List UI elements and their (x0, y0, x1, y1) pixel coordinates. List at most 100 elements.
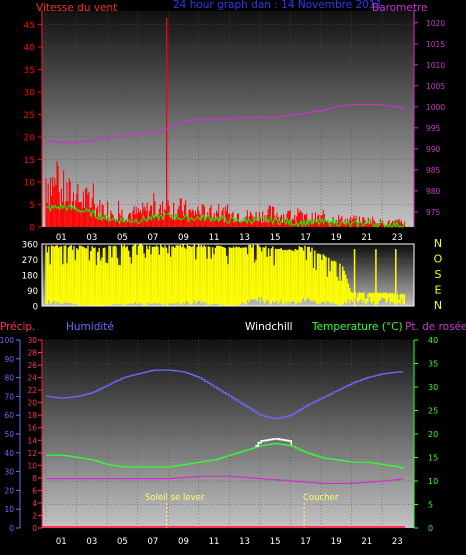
humidity-tick-label: 60 (4, 411, 14, 420)
baro-tick-label: 995 (426, 124, 441, 133)
precip-label: Précip. (0, 321, 35, 333)
temperature-tick-label: 35 (428, 360, 438, 369)
humidity-axis-ticks: 0 10 20 30 40 50 60 70 80 90 100 (0, 336, 20, 533)
direction-tick-label: 0 (33, 303, 38, 313)
humidity-tick-label: 0 (9, 524, 14, 533)
precip-tick-label: 12 (27, 449, 37, 458)
compass-letter: E (435, 284, 442, 297)
baro-tick-label: 1000 (426, 103, 445, 112)
hour-tick-label: 15 (270, 537, 281, 547)
temperature-tick-label: 15 (428, 454, 438, 463)
hour-tick-label: 17 (300, 537, 311, 547)
direction-tick-label: 270 (22, 256, 38, 266)
precip-tick-label: 14 (27, 436, 37, 445)
humidity-tick-label: 30 (4, 468, 14, 477)
hour-tick-label: 11 (209, 233, 220, 243)
wind-tick-label: 40 (24, 44, 36, 54)
precip-tick-label: 24 (27, 374, 37, 383)
hour-tick-label: 09 (178, 233, 189, 243)
temperature-tick-label: 5 (428, 501, 433, 510)
precip-tick-label: 26 (27, 361, 37, 370)
precip-tick-label: 2 (32, 511, 37, 520)
humidity-tick-label: 90 (4, 355, 14, 364)
sunset-label: Coucher (303, 493, 339, 503)
graph-title: 24 hour graph dan : 14 Novembre 2011 (173, 0, 382, 11)
precip-tick-label: 18 (27, 411, 37, 420)
hour-tick-label: 19 (331, 233, 342, 243)
baro-tick-label: 1015 (426, 40, 445, 49)
wind-tick-label: 20 (24, 134, 36, 144)
temperature-axis-ticks: 0 5 10 15 20 25 30 35 40 (414, 336, 438, 533)
hour-tick-label: 21 (361, 233, 372, 243)
wind-tick-label: 45 (24, 21, 35, 31)
average-wind-line (45, 202, 405, 229)
baro-tick-label: 980 (426, 187, 441, 196)
hour-tick-label: 07 (148, 537, 159, 547)
dewpoint-line (46, 475, 404, 484)
direction-frame (41, 243, 415, 307)
hour-tick-label: 15 (270, 233, 281, 243)
direction-tick-label: 360 (22, 241, 38, 251)
baro-tick-label: 975 (426, 208, 441, 217)
precip-tick-label: 6 (32, 486, 37, 495)
sunrise-label: Soleil se lever (145, 493, 205, 503)
compass-letter: N (434, 299, 442, 312)
pressure-line (45, 104, 406, 144)
barometer-label: Barometre (372, 2, 428, 14)
baro-axis-ticks: 975 980 985 990 995 1000 1005 1010 1015 1020 (414, 19, 445, 217)
precip-tick-label: 10 (27, 461, 37, 470)
wind-tick-label: 15 (24, 156, 35, 166)
precip-tick-label: 28 (27, 349, 37, 358)
precip-tick-label: 0 (32, 524, 37, 533)
hour-tick-label: 23 (392, 233, 403, 243)
hour-tick-label: 05 (117, 233, 128, 243)
hour-tick-label: 07 (148, 233, 159, 243)
precip-tick-label: 4 (32, 499, 37, 508)
direction-series (45, 244, 406, 306)
wind-tick-label: 25 (24, 111, 35, 121)
windchill-label: Windchill (245, 321, 293, 333)
hour-tick-label: 03 (86, 537, 97, 547)
humidity-tick-label: 40 (4, 449, 14, 458)
hour-tick-label: 13 (239, 537, 250, 547)
temperature-line (46, 443, 404, 469)
temp-humidity-series (42, 369, 405, 528)
wind-baro-series (45, 17, 406, 229)
wind-gust-series (45, 161, 406, 227)
baro-tick-label: 1020 (426, 19, 445, 28)
temperature-tick-label: 30 (428, 383, 438, 392)
hour-axis-bottom: 01 03 05 07 09 11 13 15 17 19 21 23 (56, 537, 403, 547)
temperature-tick-label: 10 (428, 477, 438, 486)
humidity-tick-label: 100 (0, 336, 14, 345)
temperature-tick-label: 25 (428, 407, 438, 416)
hour-tick-label: 09 (178, 537, 189, 547)
direction-tick-label: 180 (22, 272, 38, 282)
wind-tick-label: 35 (24, 66, 35, 76)
dewpoint-label: Pt. de rosée (405, 321, 466, 333)
hour-tick-label: 23 (392, 537, 403, 547)
temperature-tick-label: 0 (428, 524, 433, 533)
wind-tick-label: 0 (29, 224, 35, 234)
wind-speed-label: Vitesse du vent (36, 2, 117, 14)
hour-tick-label: 19 (331, 537, 342, 547)
baro-tick-label: 1010 (426, 61, 445, 70)
average-wind-series (45, 202, 405, 229)
humidity-tick-label: 80 (4, 374, 14, 383)
baro-tick-label: 1005 (426, 82, 445, 91)
hour-tick-label: 17 (300, 233, 311, 243)
baro-tick-label: 985 (426, 166, 441, 175)
precip-tick-label: 8 (32, 474, 37, 483)
hour-axis-top: 01 03 05 07 09 11 13 15 17 19 21 23 (56, 233, 403, 243)
temperature-tick-label: 20 (428, 430, 438, 439)
hour-tick-label: 05 (117, 537, 128, 547)
precip-tick-label: 30 (27, 336, 37, 345)
hour-tick-label: 01 (56, 537, 67, 547)
direction-axis-ticks: 0 90 180 270 360 (22, 241, 38, 313)
humidity-tick-label: 50 (4, 430, 14, 439)
hour-tick-label: 21 (361, 537, 372, 547)
humidity-tick-label: 10 (4, 505, 14, 514)
precip-tick-label: 20 (27, 399, 37, 408)
temperature-tick-label: 40 (428, 336, 438, 345)
